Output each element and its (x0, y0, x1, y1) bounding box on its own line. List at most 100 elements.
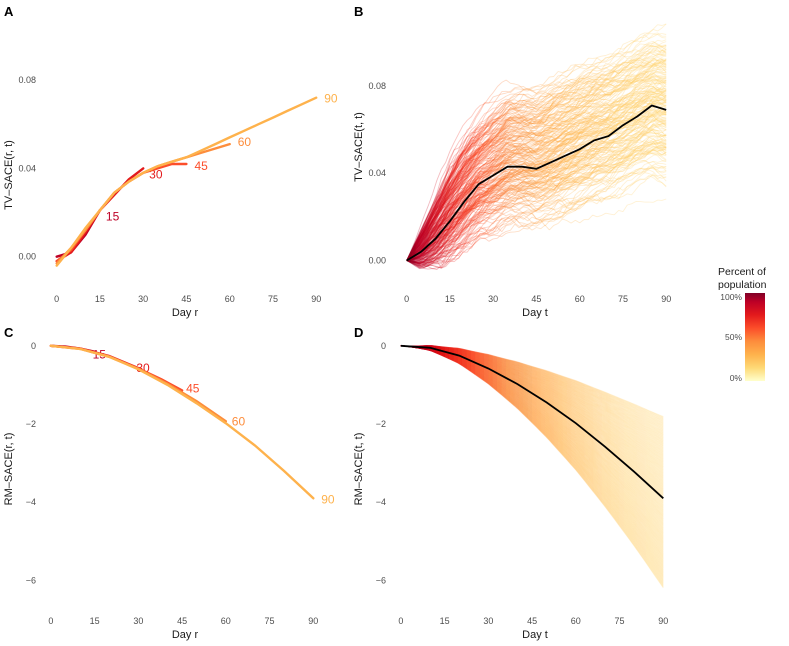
x-tick-label: 30 (488, 294, 498, 304)
simulation-segment (631, 180, 637, 185)
simulation-segment (449, 260, 455, 263)
simulation-segment (601, 197, 606, 201)
simulation-segment (458, 243, 464, 249)
simulation-segment (644, 128, 650, 132)
simulation-segment (518, 216, 524, 220)
simulation-segment (514, 230, 520, 233)
simulation-segment (427, 258, 433, 265)
simulation-segment (566, 204, 572, 206)
simulation-segment (583, 200, 589, 205)
simulation-segment (531, 227, 537, 231)
simulation-segment (480, 233, 485, 237)
simulation-segment (544, 190, 550, 196)
y-tick-label: 0.00 (18, 252, 36, 262)
y-tick-label: 0.04 (18, 163, 36, 173)
simulation-segment (571, 197, 576, 199)
simulation-segment (609, 197, 615, 199)
simulation-segment (653, 199, 658, 203)
simulation-segment (618, 192, 624, 196)
simulation-segment (536, 216, 541, 220)
simulation-segment (592, 187, 598, 191)
simulation-segment (540, 212, 546, 218)
x-tick-label: 75 (268, 294, 278, 304)
simulation-segment (462, 237, 468, 248)
x-tick-label: 15 (95, 294, 105, 304)
simulation-segment (419, 267, 425, 269)
simulation-segment (570, 189, 576, 194)
simulation-segment (575, 219, 580, 224)
simulation-segment (493, 219, 498, 223)
simulation-segment (423, 264, 429, 268)
simulation-segment (627, 144, 632, 148)
simulation-segment (545, 209, 550, 212)
simulation-segment (523, 215, 529, 220)
x-tick-label: 90 (661, 294, 671, 304)
simulation-segment (419, 260, 425, 265)
simulation-segment (622, 204, 628, 212)
simulation-segment (661, 162, 667, 165)
simulation-segment (635, 172, 641, 177)
simulation-segment (622, 180, 628, 186)
panel-letter: A (4, 4, 14, 19)
series-end-label-90: 90 (324, 92, 338, 106)
simulation-segment (471, 226, 477, 234)
simulation-segment (436, 261, 442, 264)
simulation-segment (592, 163, 598, 166)
simulation-segment (497, 204, 502, 206)
simulation-segment (571, 189, 576, 191)
simulation-segment (579, 163, 585, 166)
simulation-segment (466, 237, 472, 244)
simulation-segment (575, 194, 580, 199)
y-tick-label: 0.04 (368, 168, 386, 178)
simulation-segment (441, 250, 446, 255)
simulation-segment (449, 249, 455, 254)
simulation-segment (419, 264, 425, 267)
simulation-segment (484, 216, 490, 220)
simulation-segment (514, 209, 520, 213)
simulation-segment (488, 204, 494, 211)
simulation-segment (458, 252, 464, 259)
simulation-segment (571, 203, 576, 206)
simulation-segment (661, 174, 667, 176)
simulation-segment (501, 219, 507, 222)
simulation-segment (627, 179, 632, 182)
simulation-segment (583, 164, 589, 167)
simulation-segment (514, 212, 520, 218)
simulation-segment (449, 249, 455, 254)
x-axis-label: Day r (172, 307, 199, 319)
simulation-segment (592, 172, 598, 174)
simulation-segment (523, 185, 528, 188)
simulation-segment (579, 165, 585, 171)
simulation-segment (622, 176, 628, 179)
simulation-segment (575, 190, 581, 196)
simulation-segment (518, 227, 524, 232)
simulation-segment (540, 224, 546, 230)
simulation-segment (493, 234, 498, 237)
simulation-segment (445, 260, 450, 263)
simulation-segment (415, 262, 420, 265)
simulation-segment (506, 220, 511, 222)
simulation-segment (410, 262, 416, 266)
simulation-segment (436, 253, 442, 259)
simulation-segment (527, 212, 533, 217)
simulation-segment (493, 233, 498, 236)
panel-a: A 0 15 30 45 60 75 90 0.00 0.04 0.08 Day r TV–SACE(r… (3, 4, 338, 319)
simulation-segment (480, 209, 485, 212)
simulation-segment (497, 222, 503, 227)
simulation-segment (475, 222, 481, 227)
simulation-segment (544, 224, 550, 231)
simulation-segment (605, 195, 611, 199)
simulation-segment (428, 255, 433, 260)
simulation-segment (415, 264, 420, 269)
simulation-segment (480, 199, 485, 202)
simulation-segment (527, 193, 533, 196)
simulation-segment (428, 256, 433, 259)
simulation-segment (652, 167, 658, 173)
simulation-segment (635, 175, 641, 181)
simulation-segment (631, 189, 637, 196)
simulation-segment (545, 204, 550, 206)
simulation-segment (523, 217, 529, 222)
simulation-segment (631, 140, 637, 146)
x-tick-label: 0 (54, 294, 59, 304)
simulation-segment (410, 262, 416, 265)
